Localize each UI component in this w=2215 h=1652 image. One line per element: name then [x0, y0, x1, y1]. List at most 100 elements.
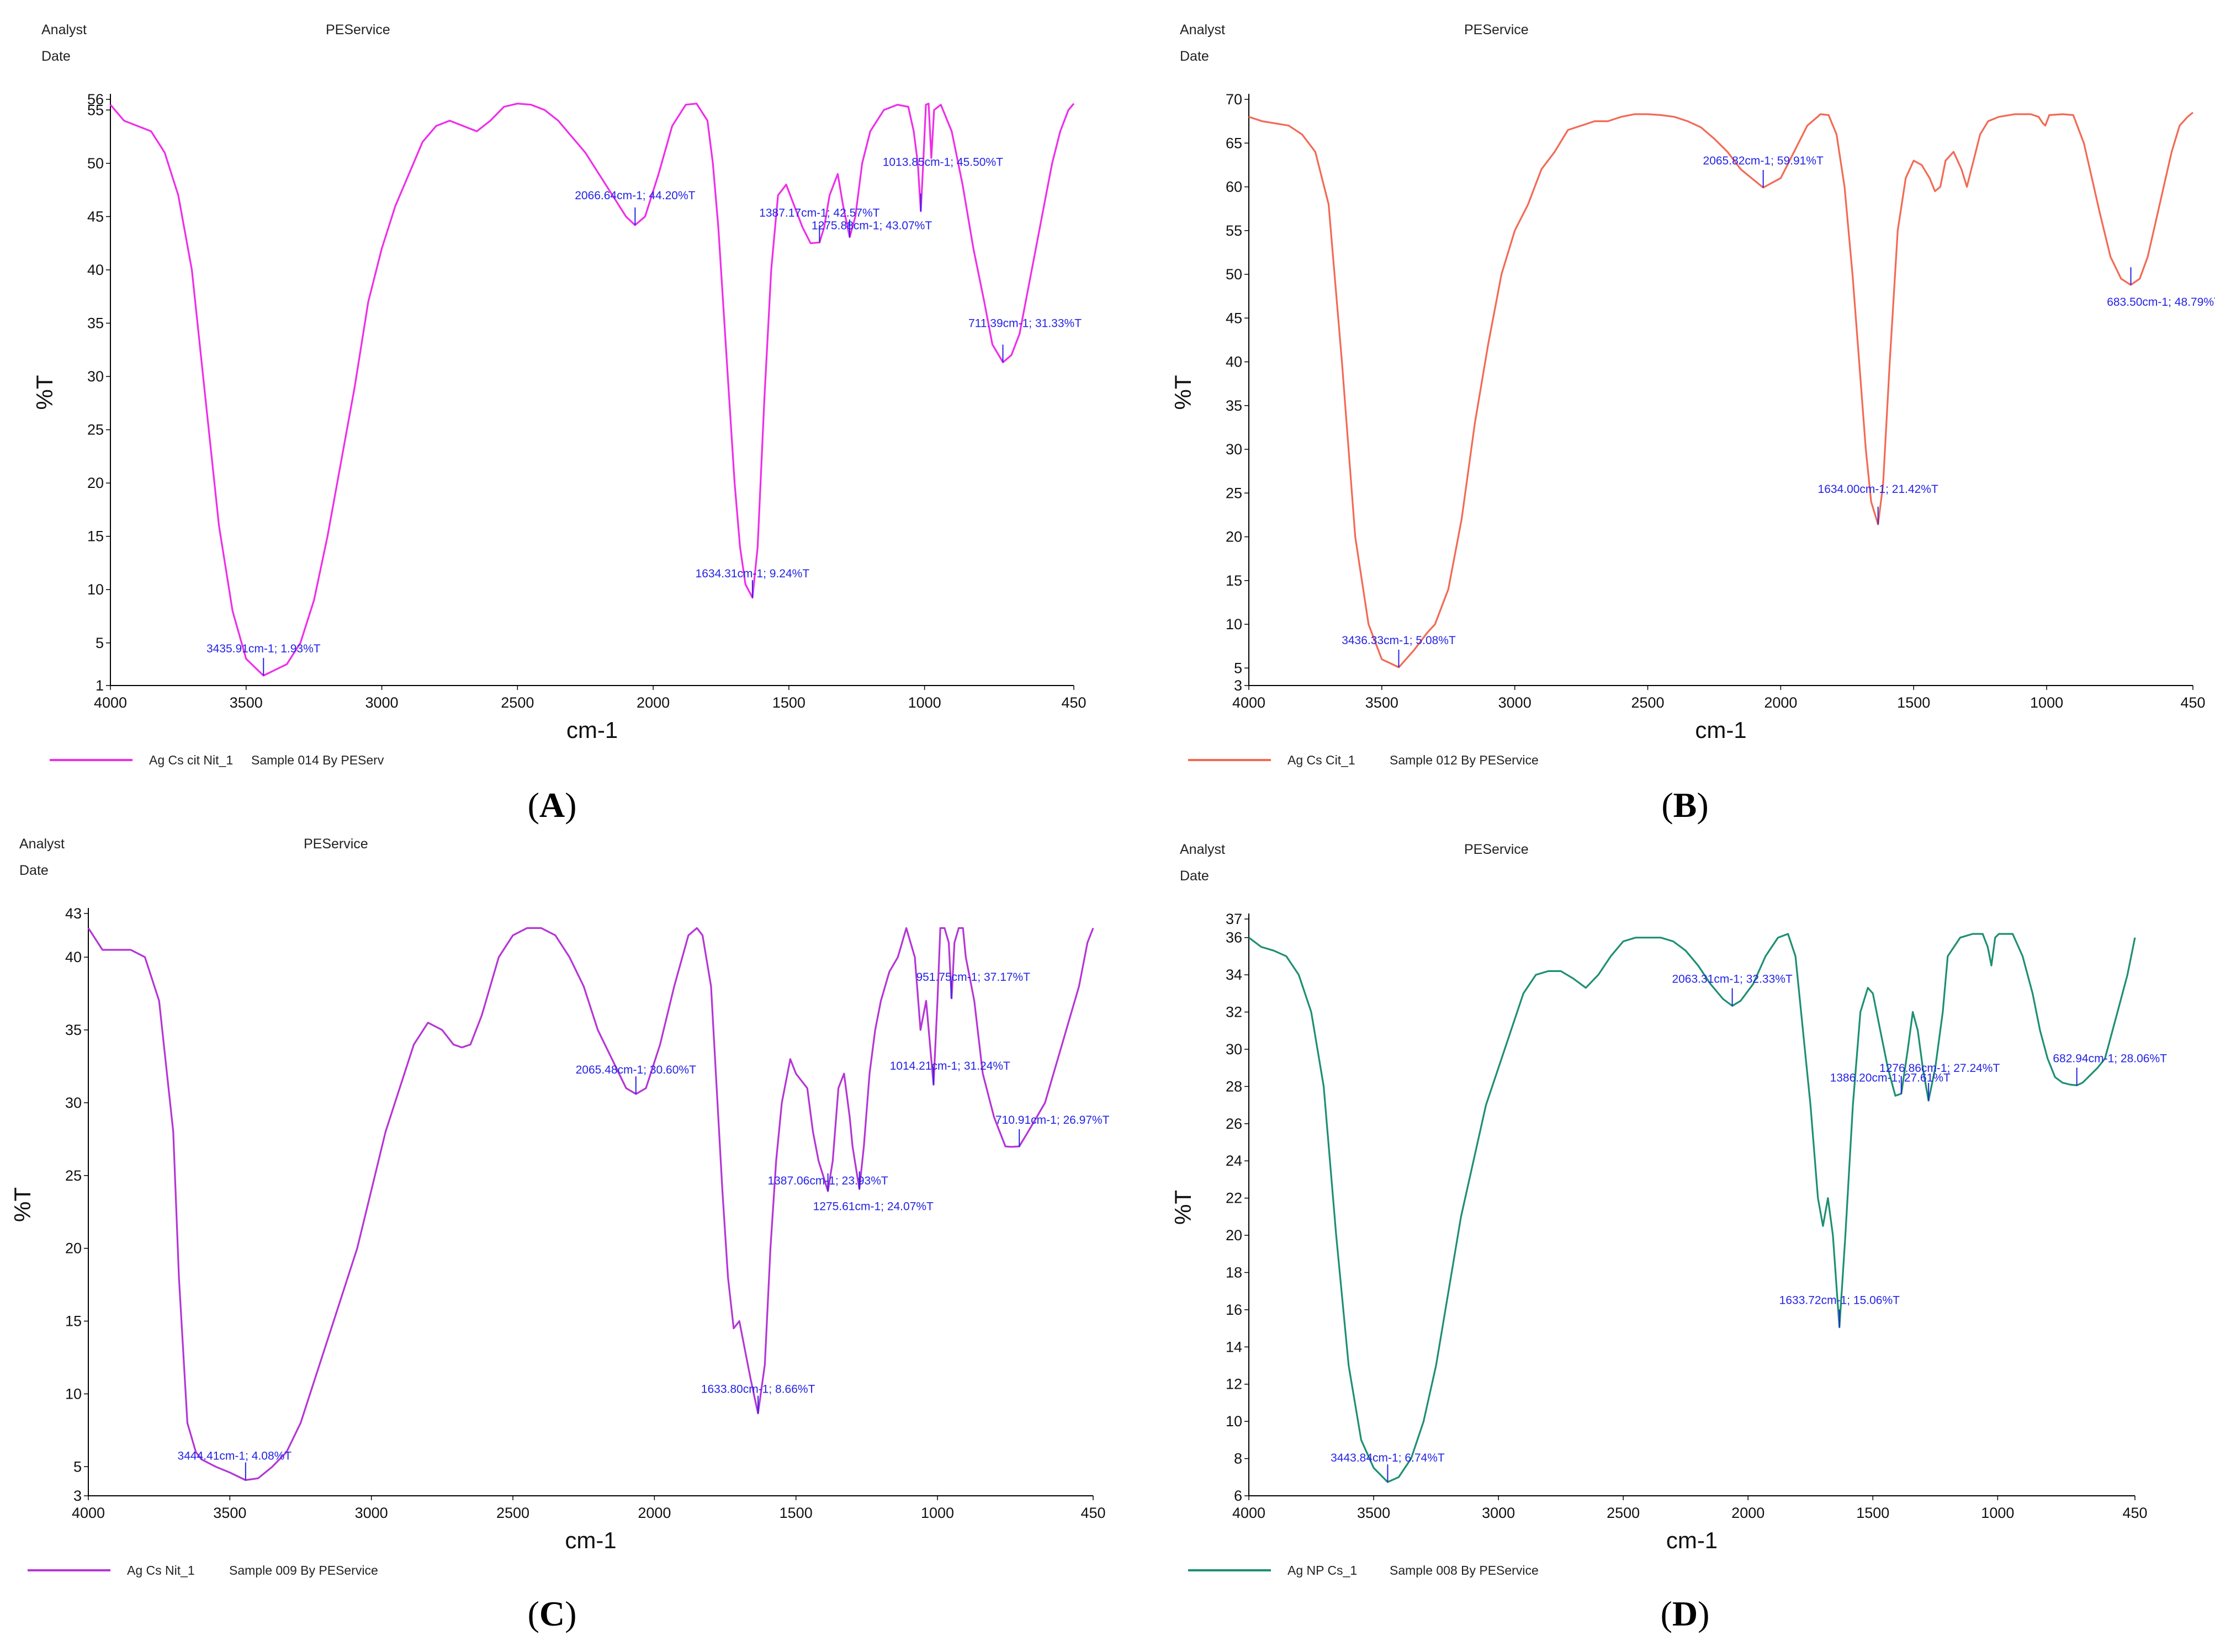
- y-tick-label: 14: [1226, 1338, 1242, 1355]
- peak-label: 1634.31cm-1; 9.24%T: [696, 567, 810, 580]
- peak-label: 1275.61cm-1; 24.07%T: [813, 1200, 934, 1213]
- y-tick-label: 26: [1226, 1116, 1242, 1132]
- service-label: PEService: [1464, 842, 1529, 857]
- legend-sample: Sample 012 By PEService: [1390, 753, 1539, 767]
- peak-label: 951.75cm-1; 37.17%T: [916, 971, 1030, 984]
- x-axis-title: cm-1: [1695, 717, 1746, 743]
- y-tick-label: 20: [87, 475, 104, 491]
- y-tick-label: 50: [87, 155, 104, 172]
- legend-series: Ag Cs Cit_1: [1287, 753, 1355, 767]
- legend-sample: Sample 008 By PEService: [1390, 1563, 1539, 1577]
- x-tick-label: 3000: [355, 1505, 388, 1521]
- legend-series: Ag Cs cit Nit_1: [149, 753, 233, 767]
- x-tick-label: 4000: [94, 694, 127, 711]
- y-tick-label: 56: [87, 91, 104, 108]
- peak-label: 1633.72cm-1; 15.06%T: [1779, 1294, 1900, 1307]
- x-axis-title: cm-1: [566, 717, 618, 743]
- peak-label: 683.50cm-1; 48.79%T: [2107, 296, 2215, 309]
- analyst-label: Analyst: [41, 22, 87, 38]
- x-axis-title: cm-1: [1666, 1527, 1718, 1553]
- legend-sample: Sample 014 By PEServ: [251, 753, 384, 767]
- y-tick-label: 15: [1226, 572, 1242, 589]
- peak-label: 1387.06cm-1; 23.93%T: [767, 1175, 888, 1187]
- x-tick-label: 1000: [1981, 1505, 2014, 1521]
- x-tick-label: 2000: [637, 694, 670, 711]
- y-tick-label: 34: [1226, 966, 1242, 983]
- panel-letter: (B): [1661, 785, 1708, 825]
- y-tick-label: 45: [1226, 310, 1242, 326]
- service-label: PEService: [1464, 22, 1529, 38]
- x-tick-label: 450: [1080, 1505, 1105, 1521]
- y-tick-label: 60: [1226, 179, 1242, 195]
- peak-label: 1014.21cm-1; 31.24%T: [890, 1060, 1010, 1072]
- y-tick-label: 30: [1226, 1041, 1242, 1058]
- date-label: Date: [1180, 49, 1209, 64]
- spectrum-line: [87, 927, 1094, 1481]
- peak-label: 2065.82cm-1; 59.91%T: [1703, 155, 1824, 167]
- panel-letter: (C): [528, 1594, 577, 1633]
- analyst-label: Analyst: [1180, 22, 1225, 38]
- y-tick-label: 16: [1226, 1302, 1242, 1318]
- x-tick-label: 2500: [501, 694, 534, 711]
- y-tick-label: 40: [1226, 354, 1242, 370]
- legend-series: Ag NP Cs_1: [1287, 1563, 1357, 1577]
- spectrum-line: [109, 103, 1075, 677]
- peak-label: 1634.00cm-1; 21.42%T: [1818, 483, 1938, 496]
- y-tick-label: 20: [1226, 1227, 1242, 1244]
- legend-series: Ag Cs Nit_1: [127, 1563, 195, 1577]
- x-tick-label: 3500: [1357, 1505, 1390, 1521]
- y-tick-label: 70: [1226, 91, 1242, 108]
- x-tick-label: 1000: [908, 694, 941, 711]
- x-tick-label: 4000: [1232, 694, 1265, 711]
- y-tick-label: 30: [65, 1095, 82, 1111]
- x-tick-label: 2000: [638, 1505, 671, 1521]
- service-label: PEService: [326, 22, 390, 38]
- x-tick-label: 3500: [230, 694, 263, 711]
- y-tick-label: 35: [87, 315, 104, 331]
- peak-label: 3436.33cm-1; 5.08%T: [1342, 634, 1456, 647]
- analyst-label: Analyst: [1180, 842, 1225, 857]
- y-tick-label: 12: [1226, 1376, 1242, 1393]
- x-tick-label: 1500: [780, 1505, 813, 1521]
- peak-label: 1013.85cm-1; 45.50%T: [883, 156, 1003, 169]
- y-tick-label: 25: [65, 1167, 82, 1184]
- y-tick-label: 35: [1226, 397, 1242, 414]
- x-tick-label: 450: [1061, 694, 1086, 711]
- date-label: Date: [19, 863, 49, 878]
- y-tick-label: 8: [1234, 1451, 1242, 1467]
- x-tick-label: 3000: [365, 694, 399, 711]
- y-tick-label: 30: [1226, 441, 1242, 458]
- y-tick-label: 10: [87, 581, 104, 598]
- peak-label: 2065.48cm-1; 30.60%T: [576, 1064, 696, 1076]
- y-tick-label: 3: [1234, 677, 1242, 694]
- y-tick-label: 20: [1226, 529, 1242, 545]
- y-tick-label: 5: [96, 635, 104, 651]
- panel-letter: (A): [528, 785, 577, 825]
- peak-label: 2063.31cm-1; 32.33%T: [1672, 973, 1792, 985]
- x-tick-label: 1500: [772, 694, 806, 711]
- y-tick-label: 65: [1226, 135, 1242, 151]
- x-tick-label: 3000: [1498, 694, 1532, 711]
- y-tick-label: 5: [1234, 660, 1242, 676]
- peak-label: 1275.88cm-1; 43.07%T: [812, 220, 932, 232]
- y-axis-title: %T: [31, 375, 57, 410]
- panel-d: Analyst Date PEService 4000 3500 3000 2500 2000…: [1170, 842, 2167, 1633]
- date-label: Date: [1180, 868, 1209, 884]
- x-tick-label: 1500: [1897, 694, 1930, 711]
- y-tick-label: 30: [87, 368, 104, 385]
- y-tick-label: 50: [1226, 266, 1242, 283]
- x-tick-label: 3500: [1365, 694, 1398, 711]
- y-tick-label: 25: [1226, 485, 1242, 501]
- y-tick-label: 40: [65, 949, 82, 965]
- y-tick-label: 40: [87, 262, 104, 278]
- y-tick-label: 25: [87, 422, 104, 438]
- peak-label: 2066.64cm-1; 44.20%T: [575, 189, 695, 202]
- x-tick-label: 2500: [496, 1505, 529, 1521]
- x-tick-label: 3000: [1482, 1505, 1515, 1521]
- y-tick-label: 32: [1226, 1004, 1242, 1021]
- y-tick-label: 55: [1226, 222, 1242, 239]
- x-tick-label: 450: [2122, 1505, 2147, 1521]
- y-tick-label: 24: [1226, 1152, 1242, 1169]
- y-tick-label: 22: [1226, 1190, 1242, 1207]
